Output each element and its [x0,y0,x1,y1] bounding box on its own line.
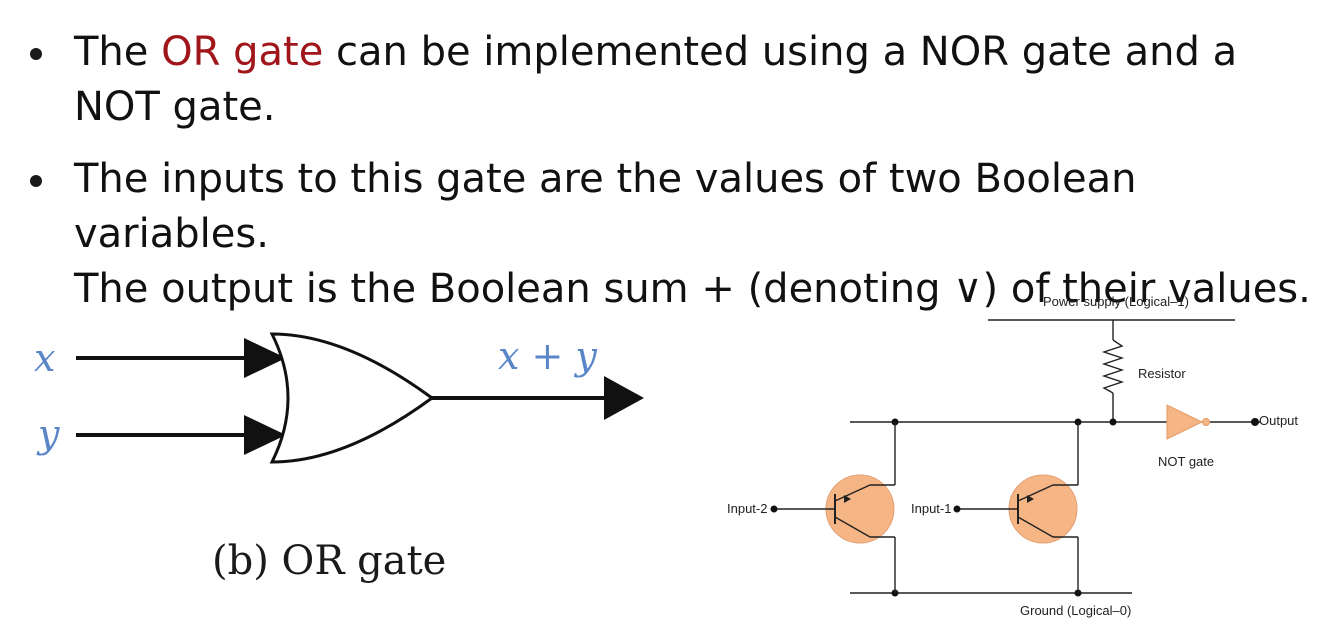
or-gate-symbol [76,332,644,464]
power-supply-label: Power supply (Logical–1) [1043,294,1189,309]
bullet-item-or-gate: The OR gate can be implemented using a N… [74,25,1314,135]
bullet-line-1: The inputs to this gate are the values o… [74,156,1137,257]
or-gate-diagram: x y x + y (b) OR gate [0,300,680,620]
ground-label: Ground (Logical–0) [1020,603,1132,618]
bullet-text-after: can be implemented using a NOR gate and … [74,29,1238,130]
input-y-label: y [38,412,60,456]
output-label: x + y [498,334,597,378]
not-gate-label: NOT gate [1158,454,1215,469]
circuit-output-label: Output [1259,413,1299,428]
bullet-dot [30,175,42,187]
bullet-line-2: The output is the Boolean sum + (denotin… [74,266,1311,312]
bullet-dot [30,48,42,60]
bullet-list: The OR gate can be implemented using a N… [0,0,1323,312]
resistor-label: Resistor [1138,366,1186,381]
bullet-text-before: The [74,29,162,75]
or-gate-circuit: Power supply (Logical–1) Resistor Output… [720,285,1320,630]
input-x-label: x [34,336,56,380]
bullet-item-inputs: The inputs to this gate are the values o… [74,152,1314,317]
circuit-schematic [770,319,1260,597]
or-gate-caption: (b) OR gate [212,538,447,584]
input-2-label: Input-2 [727,501,768,516]
or-gate-highlight: OR gate [161,29,324,75]
input-1-label: Input-1 [911,501,952,516]
